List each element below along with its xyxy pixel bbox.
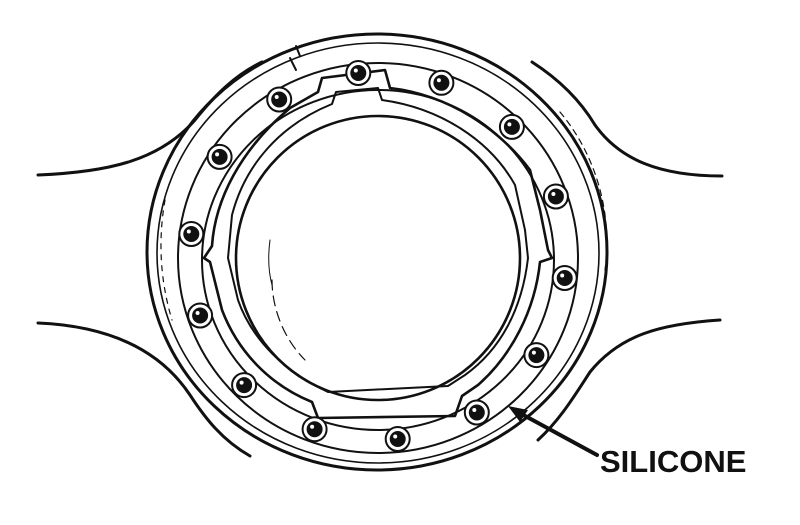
bolt-head: [266, 86, 293, 113]
left-arm-lower-edge: [36, 321, 252, 458]
bolt-head: [187, 302, 214, 329]
bolt-head: [498, 113, 525, 140]
bolt-head: [301, 416, 328, 443]
bolt-head: [231, 372, 258, 399]
right-arm-lower-edge: [536, 318, 722, 442]
silicone-seal-ring: [156, 42, 600, 464]
silicone-leader-arrowhead: [508, 406, 528, 422]
bolt-head: [428, 69, 455, 96]
outer-flange-ring: [145, 32, 609, 472]
right-arm-upper-edge: [530, 60, 724, 178]
bolt-head: [523, 342, 550, 369]
bolt-head: [384, 426, 411, 452]
bolt-head: [178, 221, 205, 247]
inner-recess-outline: [227, 87, 529, 393]
silicone-callout-label: SILICONE: [600, 444, 747, 479]
bolt-head: [463, 399, 490, 426]
bolt-head: [542, 183, 569, 210]
bore-shading-left: [271, 279, 306, 361]
silicone-leader-line: [514, 409, 599, 457]
flange-edge-hatch: [559, 111, 608, 271]
bore-circle: [234, 114, 522, 402]
bolt-circle-outer: [177, 62, 579, 454]
bolt-head: [551, 265, 578, 291]
flange-seam-mark: [289, 45, 301, 71]
bore-shading-inner: [268, 239, 273, 286]
flange-edge-hatch-left: [160, 199, 173, 321]
bolt-head: [345, 60, 372, 86]
cover-plate-outline: [202, 68, 554, 420]
bolt-group: [178, 60, 578, 452]
bolt-head: [206, 143, 233, 170]
